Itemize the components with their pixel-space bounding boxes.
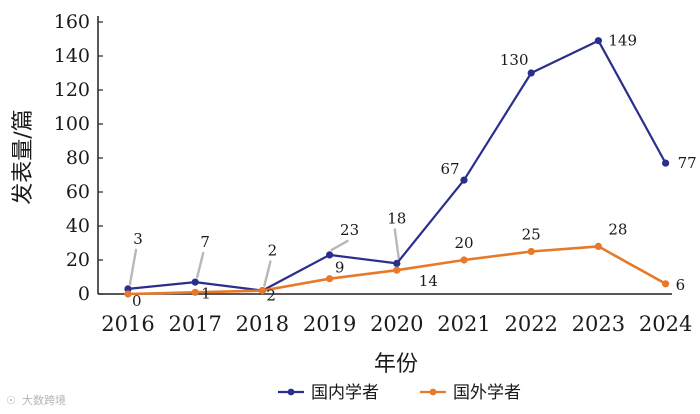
y-tick-label: 40 [66,215,90,237]
data-label: 2 [266,287,276,305]
label-leader-line [128,248,138,286]
x-tick-label: 2023 [572,312,625,336]
data-point [124,290,132,298]
data-label: 6 [676,276,686,294]
data-point [393,259,401,267]
x-axis-title: 年份 [374,352,418,377]
data-label: 25 [522,226,541,244]
x-tick-label: 2016 [101,312,154,336]
y-axis-title: 发表量/篇 [11,109,36,204]
legend-item: 国内学者 [278,383,379,403]
y-tick-label: 120 [54,79,90,101]
data-label: 0 [132,292,142,310]
data-point [594,242,603,250]
y-tick-label: 160 [54,11,90,33]
x-axis-ticks: 2016 2017 2018 2019 2020 2021 2022 2023 2024 [101,312,692,336]
data-point [594,37,603,45]
data-point [326,275,334,283]
legend-label: 国内学者 [311,383,379,403]
data-labels: 3 7 2 23 18 67 130 149 77 0 1 2 9 14 20 25 28 6 [132,32,697,310]
data-label: 149 [608,32,637,50]
legend: 国内学者 国外学者 [278,383,521,403]
series-points [124,37,670,298]
data-point [662,280,670,288]
watermark: ☉ 大数跨境 [6,393,66,407]
legend-label: 国外学者 [453,383,521,403]
watermark-icon: ☉ [6,394,16,407]
data-point [326,251,334,259]
data-point [191,288,199,296]
x-tick-label: 2021 [437,312,490,336]
legend-swatch-marker [429,388,437,396]
data-label: 20 [454,234,473,252]
data-point [460,256,468,264]
data-point [527,69,535,77]
data-label: 18 [387,209,406,227]
y-tick-label: 140 [54,45,90,67]
data-label: 14 [419,272,438,290]
x-tick-label: 2020 [370,312,423,336]
y-tick-label: 80 [66,147,90,169]
data-label: 77 [678,154,697,172]
data-label: 3 [133,230,143,248]
label-leader-line [195,251,205,279]
x-tick-label: 2017 [168,312,221,336]
y-tick-label: 20 [66,249,90,271]
data-label: 2 [268,242,278,260]
data-point [460,176,468,184]
label-leader-line [330,239,349,252]
data-label: 23 [340,221,359,239]
data-point [393,266,401,274]
y-tick-label: 100 [54,113,90,135]
legend-item: 国外学者 [420,383,521,403]
watermark-text: 大数跨境 [22,393,66,407]
data-point [662,159,670,167]
y-tick-label: 0 [78,283,90,305]
label-leader-line [263,260,272,287]
label-leader-lines [128,228,400,287]
y-tick-label: 60 [66,181,90,203]
label-leader-line [393,228,400,260]
data-label: 67 [440,160,459,178]
data-point [527,247,535,256]
legend-swatch-marker [287,388,295,396]
data-label: 9 [335,259,345,277]
series-line [127,39,667,292]
data-label: 1 [201,284,211,302]
x-tick-label: 2018 [236,312,289,336]
data-label: 7 [200,233,210,251]
data-point [258,287,266,295]
x-tick-label: 2022 [504,312,557,336]
x-tick-label: 2019 [303,312,356,336]
series-lines [127,39,667,296]
data-label: 28 [608,220,627,238]
data-point [191,278,199,286]
data-label: 130 [500,51,529,69]
y-axis-ticks: 0 20 40 60 80 100 120 140 160 [54,11,103,305]
axes [97,16,672,295]
x-tick-label: 2024 [639,312,692,336]
data-point [124,285,132,293]
